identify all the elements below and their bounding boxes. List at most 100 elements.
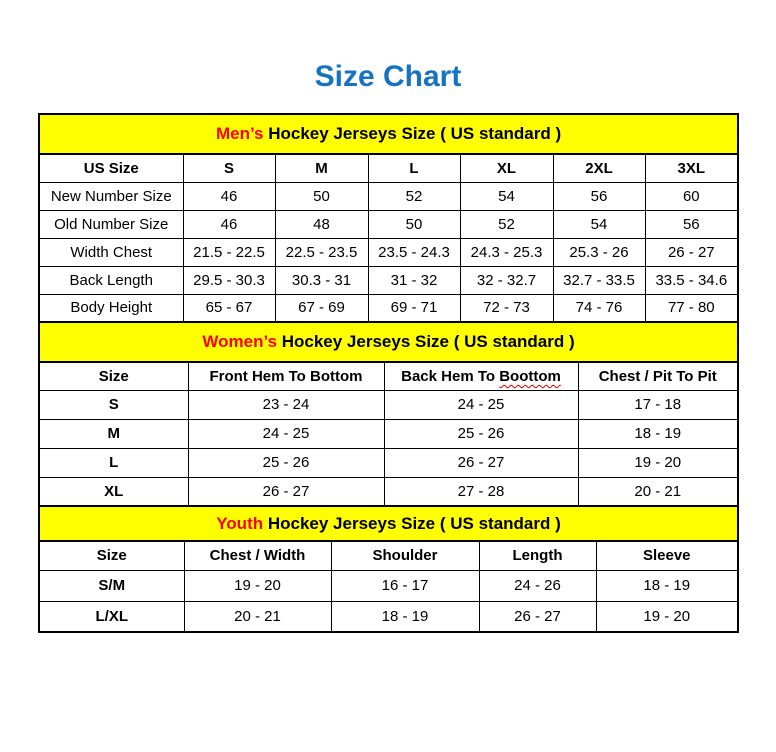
value-cell: 32 - 32.7 xyxy=(459,265,554,295)
row-label-cell: S xyxy=(38,389,189,420)
value-cell: 24 - 25 xyxy=(187,418,385,449)
mens-section-band: Men’s Hockey Jerseys Size ( US standard … xyxy=(37,113,740,155)
column-header-cell: Chest / Width xyxy=(183,540,332,571)
womens-header-row: Size Front Hem To Bottom Back Hem To Boott… xyxy=(38,361,739,391)
column-header-cell: S xyxy=(182,153,276,183)
value-cell: 18 - 19 xyxy=(577,418,739,449)
womens-section-band: Women’s Hockey Jerseys Size ( US standar… xyxy=(37,321,740,363)
value-cell: 25 - 26 xyxy=(187,447,385,478)
table-row: S/M 19 - 20 16 - 17 24 - 26 18 - 19 xyxy=(38,569,739,602)
row-label-cell: M xyxy=(38,418,189,449)
column-header-cell: M xyxy=(274,153,369,183)
row-label-cell: Back Length xyxy=(38,265,184,295)
value-cell: 25 - 26 xyxy=(383,418,579,449)
value-cell: 65 - 67 xyxy=(182,293,276,323)
value-cell: 32.7 - 33.5 xyxy=(552,265,646,295)
value-cell: 31 - 32 xyxy=(367,265,461,295)
womens-band-row: Women’s Hockey Jerseys Size ( US standar… xyxy=(37,321,740,363)
table-row: S 23 - 24 24 - 25 17 - 18 xyxy=(38,389,739,420)
row-label-cell: Old Number Size xyxy=(38,209,184,239)
value-cell: 26 - 27 xyxy=(187,476,385,507)
value-cell: 60 xyxy=(644,181,739,211)
size-chart-tables: Men’s Hockey Jerseys Size ( US standard … xyxy=(37,113,740,633)
value-cell: 52 xyxy=(367,181,461,211)
column-header-cell: Size xyxy=(38,540,185,571)
value-cell: 52 xyxy=(459,209,554,239)
row-label-cell: New Number Size xyxy=(38,181,184,211)
value-cell: 26 - 27 xyxy=(478,600,597,633)
value-cell: 24 - 26 xyxy=(478,569,597,602)
table-row: Back Length 29.5 - 30.3 30.3 - 31 31 - 32 32… xyxy=(38,265,739,295)
value-cell: 67 - 69 xyxy=(274,293,369,323)
value-cell: 19 - 20 xyxy=(183,569,332,602)
value-cell: 24 - 25 xyxy=(383,389,579,420)
value-cell: 19 - 20 xyxy=(577,447,739,478)
value-cell: 77 - 80 xyxy=(644,293,739,323)
row-label-cell: L xyxy=(38,447,189,478)
column-header-cell: Size xyxy=(38,361,189,391)
column-header-cell: 2XL xyxy=(552,153,646,183)
value-cell: 23 - 24 xyxy=(187,389,385,420)
value-cell: 20 - 21 xyxy=(183,600,332,633)
youth-band-row: Youth Hockey Jerseys Size ( US standard … xyxy=(38,505,739,542)
column-header-cell: Sleeve xyxy=(595,540,739,571)
section-band-highlight: Women’s xyxy=(202,332,277,351)
column-header-cell: Length xyxy=(478,540,597,571)
value-cell: 50 xyxy=(274,181,369,211)
value-cell: 25.3 - 26 xyxy=(552,237,646,267)
womens-size-table: Women’s Hockey Jerseys Size ( US standar… xyxy=(37,321,740,507)
value-cell: 48 xyxy=(274,209,369,239)
value-cell: 23.5 - 24.3 xyxy=(367,237,461,267)
value-cell: 24.3 - 25.3 xyxy=(459,237,554,267)
row-label-cell: S/M xyxy=(38,569,185,602)
column-header-cell: 3XL xyxy=(644,153,739,183)
page-title: Size Chart xyxy=(314,60,462,93)
column-header-cell: Front Hem To Bottom xyxy=(187,361,385,391)
section-band-highlight: Youth xyxy=(216,513,264,533)
value-cell: 54 xyxy=(552,209,646,239)
value-cell: 26 - 27 xyxy=(644,237,739,267)
value-cell: 21.5 - 22.5 xyxy=(182,237,276,267)
value-cell: 69 - 71 xyxy=(367,293,461,323)
table-row: XL 26 - 27 27 - 28 20 - 21 xyxy=(38,476,739,507)
misspelled-word: Boottom xyxy=(499,367,561,385)
column-header-cell: Back Hem To Boottom xyxy=(383,361,579,391)
mens-header-row: US Size S M L XL 2XL 3XL xyxy=(38,153,739,183)
table-row: Width Chest 21.5 - 22.5 22.5 - 23.5 23.5 - … xyxy=(38,237,739,267)
youth-header-row: Size Chest / Width Shoulder Length Sleeve xyxy=(38,540,739,571)
value-cell: 46 xyxy=(182,181,276,211)
value-cell: 22.5 - 23.5 xyxy=(274,237,369,267)
value-cell: 54 xyxy=(459,181,554,211)
value-cell: 72 - 73 xyxy=(459,293,554,323)
value-cell: 56 xyxy=(552,181,646,211)
value-cell: 18 - 19 xyxy=(330,600,480,633)
table-row: Old Number Size 46 48 50 52 54 56 xyxy=(38,209,739,239)
value-cell: 74 - 76 xyxy=(552,293,646,323)
row-label-cell: Width Chest xyxy=(38,237,184,267)
table-row: M 24 - 25 25 - 26 18 - 19 xyxy=(38,418,739,449)
table-row: L/XL 20 - 21 18 - 19 26 - 27 19 - 20 xyxy=(38,600,739,633)
table-row: L 25 - 26 26 - 27 19 - 20 xyxy=(38,447,739,478)
value-cell: 18 - 19 xyxy=(595,569,739,602)
table-row: Body Height 65 - 67 67 - 69 69 - 71 72 - 73 7… xyxy=(38,293,739,323)
section-band-text: Hockey Jerseys Size ( US standard ) xyxy=(263,124,562,143)
value-cell: 29.5 - 30.3 xyxy=(182,265,276,295)
column-header-text: Back Hem To xyxy=(401,367,500,385)
value-cell: 33.5 - 34.6 xyxy=(644,265,739,295)
row-label-cell: Body Height xyxy=(38,293,184,323)
column-header-cell: US Size xyxy=(38,153,184,183)
row-label-cell: XL xyxy=(38,476,189,507)
mens-band-row: Men’s Hockey Jerseys Size ( US standard … xyxy=(37,113,740,155)
value-cell: 26 - 27 xyxy=(383,447,579,478)
section-band-text: Hockey Jerseys Size ( US standard ) xyxy=(277,332,575,351)
value-cell: 50 xyxy=(367,209,461,239)
mens-size-table: Men’s Hockey Jerseys Size ( US standard … xyxy=(37,113,740,323)
value-cell: 20 - 21 xyxy=(577,476,739,507)
value-cell: 19 - 20 xyxy=(595,600,739,633)
value-cell: 16 - 17 xyxy=(330,569,480,602)
value-cell: 46 xyxy=(182,209,276,239)
value-cell: 27 - 28 xyxy=(383,476,579,507)
column-header-cell: Shoulder xyxy=(330,540,480,571)
youth-section-band: Youth Hockey Jerseys Size ( US standard … xyxy=(38,505,739,542)
value-cell: 30.3 - 31 xyxy=(274,265,369,295)
